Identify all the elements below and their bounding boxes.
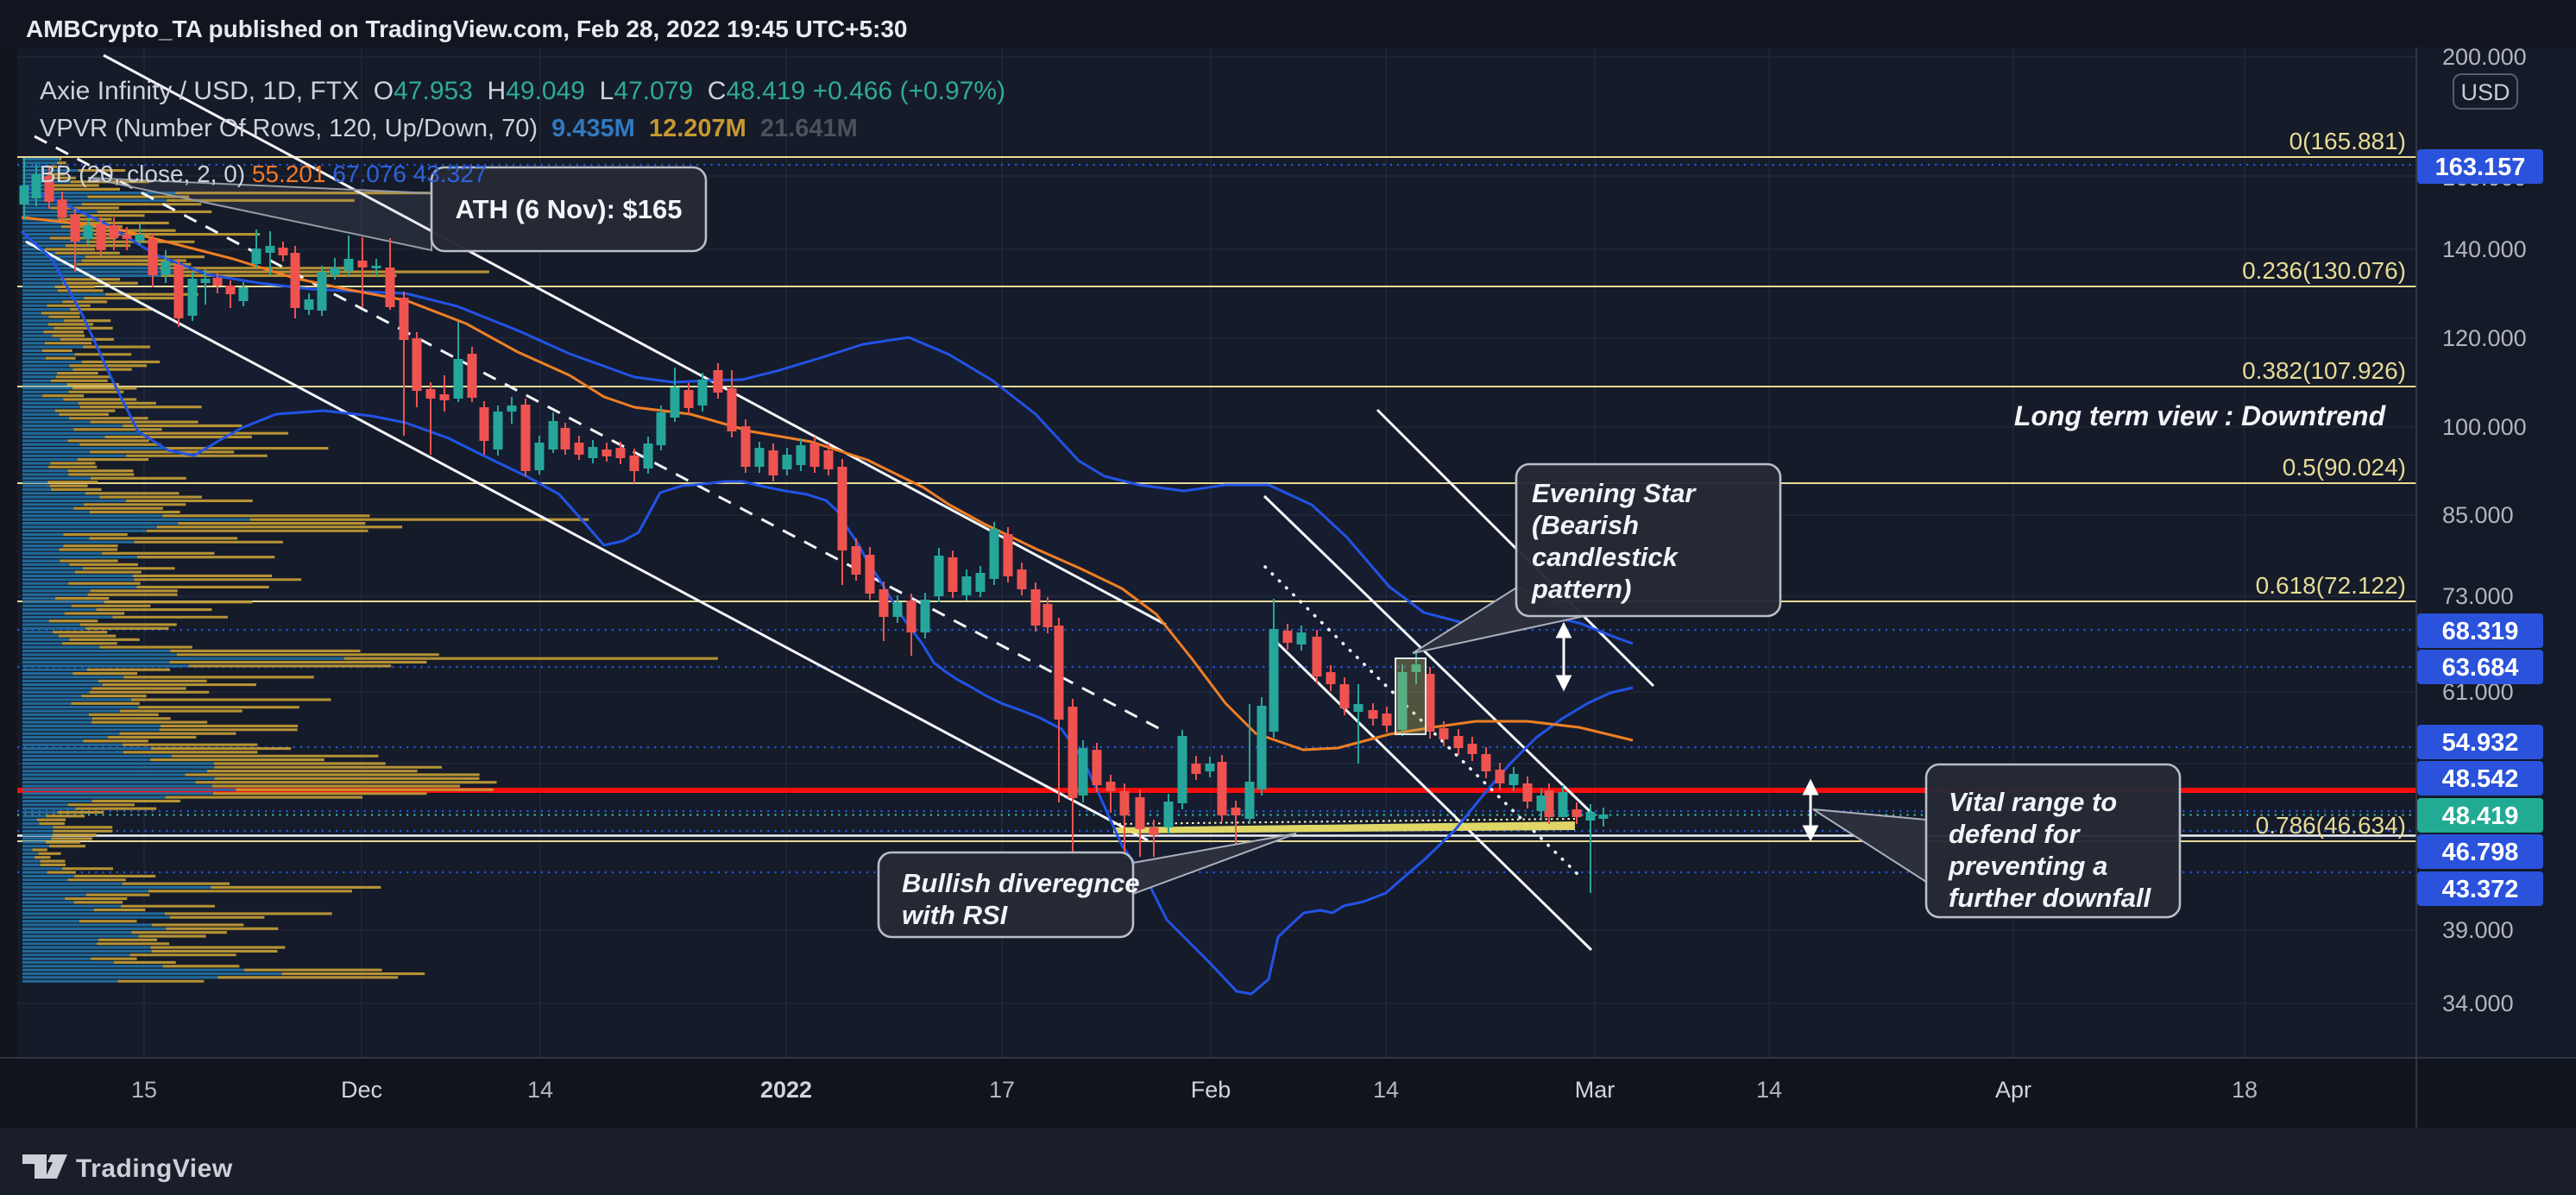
svg-text:85.000: 85.000 [2442,502,2514,528]
svg-text:48.419: 48.419 [2442,802,2519,830]
svg-text:ATH (6 Nov): $165: ATH (6 Nov): $165 [456,194,683,224]
svg-text:Evening Star: Evening Star [1532,478,1697,508]
svg-text:43.372: 43.372 [2442,876,2519,903]
svg-text:100.000: 100.000 [2442,414,2527,440]
svg-text:with RSI: with RSI [902,900,1009,930]
svg-text:73.000: 73.000 [2442,583,2514,609]
svg-text:46.798: 46.798 [2442,839,2519,866]
svg-text:pattern): pattern) [1531,574,1631,604]
svg-text:17: 17 [989,1077,1015,1103]
svg-text:Bullish diveregnce: Bullish diveregnce [902,868,1140,898]
svg-text:68.319: 68.319 [2442,618,2519,645]
svg-text:0.236(130.076): 0.236(130.076) [2242,257,2406,284]
svg-text:0.5(90.024): 0.5(90.024) [2283,454,2406,481]
svg-text:VPVR (Number Of Rows, 120, Up/: VPVR (Number Of Rows, 120, Up/Down, 70) … [40,115,858,142]
svg-text:Mar: Mar [1575,1077,1616,1103]
svg-text:18: 18 [2232,1077,2258,1103]
svg-text:candlestick: candlestick [1532,542,1679,572]
svg-text:Apr: Apr [1995,1077,2031,1103]
svg-text:AMBCrypto_TA published on Trad: AMBCrypto_TA published on TradingView.co… [26,16,907,42]
svg-text:120.000: 120.000 [2442,325,2527,351]
svg-text:Axie Infinity / USD, 1D, FTX: Axie Infinity / USD, 1D, FTX O47.953 H49… [40,77,1005,105]
svg-text:54.932: 54.932 [2442,729,2519,757]
svg-text:48.542: 48.542 [2442,765,2519,793]
svg-text:39.000: 39.000 [2442,917,2514,943]
svg-text:163.157: 163.157 [2435,154,2526,181]
svg-text:14: 14 [1756,1077,1782,1103]
svg-text:USD: USD [2460,79,2510,105]
svg-text:preventing a: preventing a [1948,851,2107,881]
svg-text:Feb: Feb [1191,1077,1231,1103]
svg-text:63.684: 63.684 [2442,654,2519,682]
svg-text:Vital range to: Vital range to [1949,787,2117,817]
svg-text:Dec: Dec [341,1077,382,1103]
svg-text:0(165.881): 0(165.881) [2289,128,2406,154]
svg-text:further downfall: further downfall [1949,883,2152,913]
svg-text:14: 14 [1373,1077,1399,1103]
svg-text:15: 15 [131,1077,157,1103]
svg-text:0.382(107.926): 0.382(107.926) [2242,357,2406,384]
svg-text:140.000: 140.000 [2442,236,2527,262]
svg-text:200.000: 200.000 [2442,44,2527,70]
svg-text:0.786(46.634): 0.786(46.634) [2256,812,2406,839]
svg-text:TradingView: TradingView [76,1154,233,1183]
svg-text:14: 14 [527,1077,553,1103]
svg-text:Long term view : Downtrend: Long term view : Downtrend [2014,400,2387,431]
svg-text:BB (20, close, 2, 0) 55.201 67: BB (20, close, 2, 0) 55.201 67.076 43.32… [40,160,487,187]
svg-text:0.618(72.122): 0.618(72.122) [2256,572,2406,599]
svg-text:2022: 2022 [760,1077,812,1103]
svg-text:34.000: 34.000 [2442,991,2514,1016]
svg-text:defend for: defend for [1949,819,2081,849]
svg-text:(Bearish: (Bearish [1532,510,1639,540]
